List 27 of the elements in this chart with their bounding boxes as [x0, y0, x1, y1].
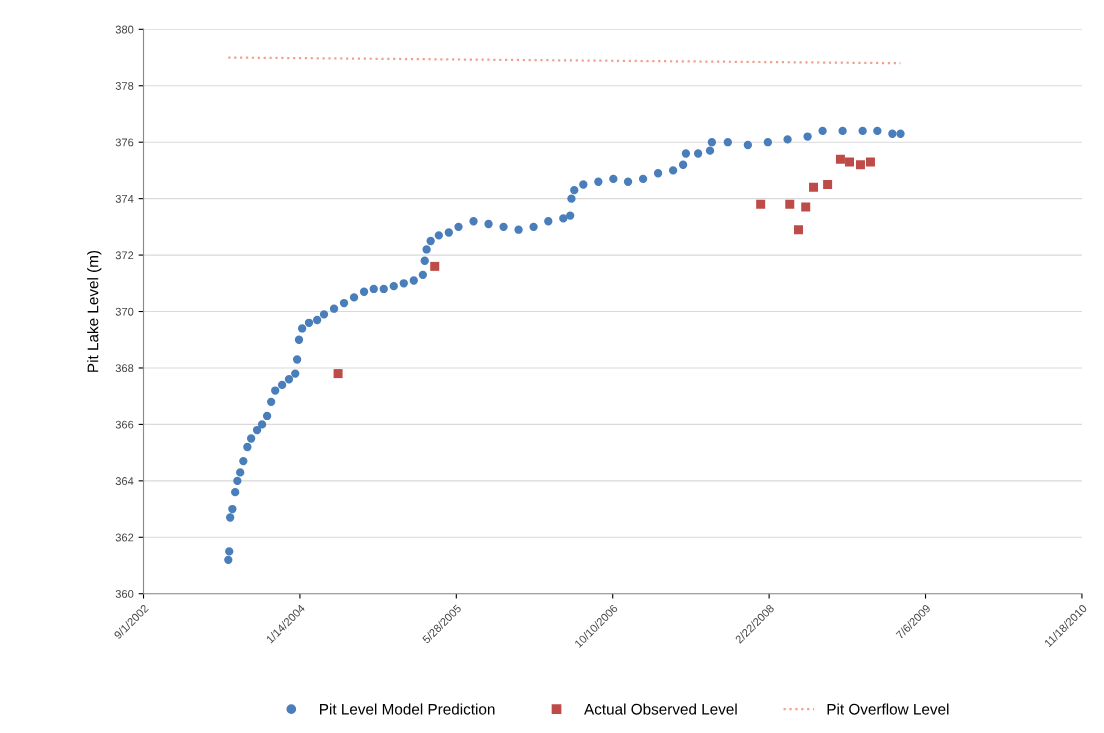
point [333, 369, 343, 379]
legend-label: Pit Level Model Prediction [320, 703, 495, 715]
y-tick-label: 364 [115, 477, 134, 485]
y-tick-label: 380 [115, 25, 134, 34]
point [785, 199, 795, 209]
y-tick-label: 366 [115, 420, 134, 429]
y-tick-label: 376 [115, 138, 134, 147]
point [855, 160, 865, 170]
y-tick-label: 368 [115, 364, 134, 373]
point [845, 157, 855, 167]
y-tick-label: 360 [115, 590, 134, 598]
y-tick-label: 370 [115, 307, 134, 316]
y-tick-label: 378 [115, 82, 134, 90]
point [865, 157, 875, 167]
point [756, 199, 766, 209]
legend-label: Actual Observed Level [584, 703, 737, 715]
y-axis-title: Pit Lake Level (m) [87, 250, 102, 372]
point [809, 182, 819, 192]
y-tick-label: 362 [115, 533, 134, 542]
point [794, 225, 804, 235]
y-tick-label: 374 [115, 194, 134, 203]
point [835, 154, 845, 164]
y-tick-label: 372 [115, 251, 134, 260]
legend-label: Pit Overflow Level [827, 703, 949, 715]
point [430, 261, 440, 271]
point [823, 180, 833, 190]
point [801, 202, 811, 212]
